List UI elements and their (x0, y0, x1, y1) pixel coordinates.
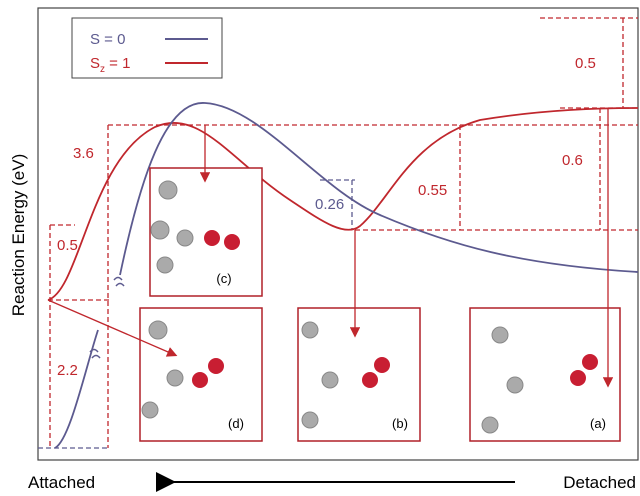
energy-label: 2.2 (57, 362, 78, 379)
break-mark (90, 278, 124, 359)
energy-label: 0.6 (562, 152, 583, 169)
panel-label: (c) (216, 271, 231, 286)
energy-label: 0.55 (418, 182, 447, 199)
legend-label: S = 0 (90, 31, 125, 48)
panels (140, 168, 620, 441)
x-label-right: Detached (563, 473, 636, 492)
energy-label: 3.6 (73, 145, 94, 162)
panel-label: (a) (590, 416, 606, 431)
figure: Reaction Energy (eV) (c) (d) (b) (a) 0.5… (0, 0, 640, 496)
energy-label: 0.26 (315, 196, 344, 213)
legend: S = 0 Sz = 1 (72, 18, 222, 78)
panel-label: (d) (228, 416, 244, 431)
energy-label: 0.5 (57, 237, 78, 254)
energy-label: 0.5 (575, 55, 596, 72)
axis-label: Reaction Energy (eV) (9, 154, 28, 317)
x-label-left: Attached (28, 473, 95, 492)
panel-label: (b) (392, 416, 408, 431)
